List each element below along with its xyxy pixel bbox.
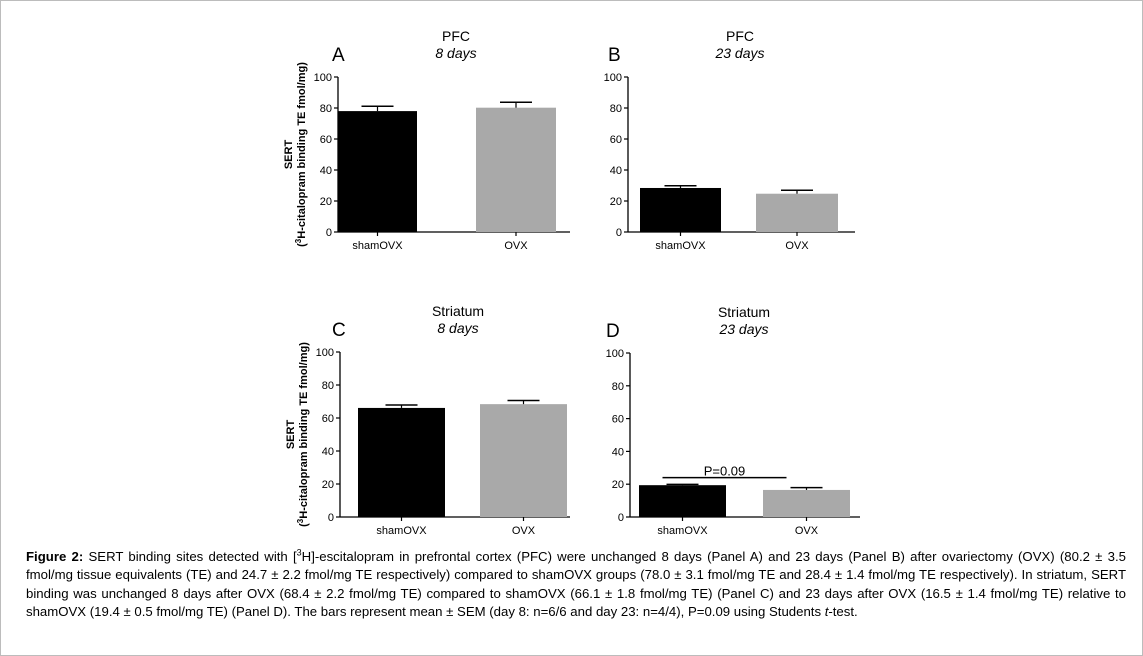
y-tick-label: 80 [322,380,334,392]
y-tick-label: 0 [328,512,334,524]
y-axis-label-line2: (3H-citalopram binding TE fmol/mg) [296,342,311,527]
y-tick-label: 60 [320,134,332,146]
x-tick-label: OVX [504,240,528,252]
panel-b: B PFC 23 days 0 20 40 60 80 100 shamOVX OVX [560,20,870,265]
x-tick-label: OVX [512,525,536,537]
y-axis-label-line1: SERT [283,140,295,170]
bar-shamovx [639,485,726,517]
panel-letter: C [332,320,346,341]
x-tick-label: shamOVX [655,240,706,252]
y-tick-label: 20 [610,196,622,208]
caption-label: Figure 2: [26,549,84,564]
caption-text-2: H]-escitalopram in prefrontal cortex (PF… [26,549,1126,620]
bar-ovx [763,489,850,517]
chart-subtitle: 8 days [437,320,478,336]
panel-c: C Striatum 8 days 0 20 40 60 80 100 shamOVX OVX SER… [270,300,570,545]
bar-shamovx [640,187,721,232]
x-tick-label: OVX [785,240,809,252]
bar-shamovx [358,407,445,517]
bar-ovx [476,107,556,232]
chart-title: Striatum [718,304,770,320]
x-tick-label: OVX [795,525,819,537]
y-tick-label: 40 [612,446,624,458]
y-tick-label: 0 [618,512,624,524]
chart-title: PFC [442,28,470,44]
y-tick-label: 20 [612,479,624,491]
y-tick-label: 40 [610,165,622,177]
y-tick-label: 0 [616,227,622,239]
y-tick-label: 100 [314,72,332,84]
bar-ovx [480,404,567,517]
panel-letter: B [608,45,621,66]
chart-subtitle: 23 days [714,45,764,61]
y-tick-label: 100 [316,347,334,359]
x-tick-label: shamOVX [352,240,403,252]
y-tick-label: 80 [610,103,622,115]
bar-ovx [756,193,838,232]
x-tick-label: shamOVX [376,525,427,537]
caption-text-3: -test. [828,604,858,620]
chart-title: Striatum [432,303,484,319]
chart-subtitle: 8 days [435,45,476,61]
panel-d: D Striatum 23 days 0 20 40 60 80 100 shamOVX OVX P=… [560,300,870,545]
y-tick-label: 80 [320,103,332,115]
y-tick-label: 100 [606,348,624,360]
chart-subtitle: 23 days [718,321,768,337]
y-tick-label: 80 [612,381,624,393]
y-tick-label: 40 [322,446,334,458]
figure-caption: Figure 2: SERT binding sites detected wi… [26,548,1126,622]
panel-letter: D [606,321,620,342]
y-tick-label: 60 [322,413,334,425]
y-tick-label: 20 [322,479,334,491]
y-tick-label: 0 [326,227,332,239]
caption-text-1: SERT binding sites detected with [ [83,549,297,564]
caption-sup: 3 [296,547,302,558]
panel-letter: A [332,45,345,66]
y-axis-label-line1: SERT [285,420,297,450]
y-axis-label-line2: (3H-citalopram binding TE fmol/mg) [294,62,309,247]
bar-shamovx [338,111,417,232]
y-tick-label: 60 [610,134,622,146]
significance-label: P=0.09 [704,464,746,479]
y-tick-label: 40 [320,165,332,177]
y-tick-label: 20 [320,196,332,208]
y-tick-label: 100 [604,72,622,84]
chart-title: PFC [726,28,754,44]
y-tick-label: 60 [612,414,624,426]
x-tick-label: shamOVX [657,525,708,537]
caption-italic: t [824,604,829,620]
panel-a: A PFC 8 days 0 20 40 60 80 100 shamOVX OVX SERT (3H-… [270,20,570,265]
